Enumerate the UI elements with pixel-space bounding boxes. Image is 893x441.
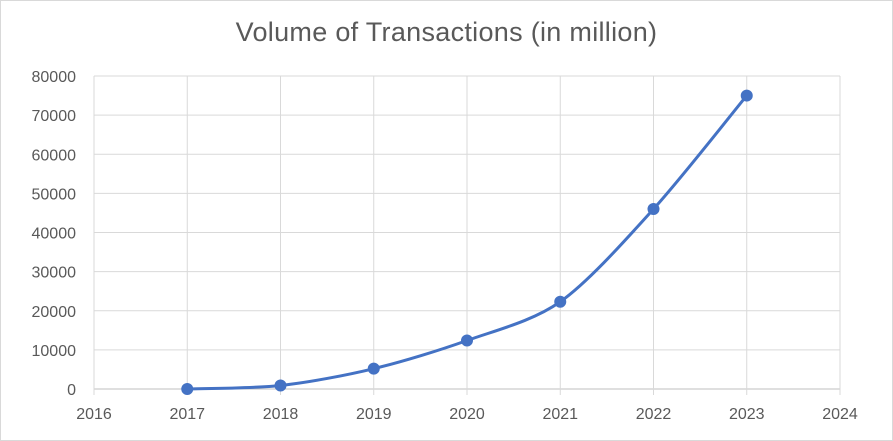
y-tick-label: 0 [67,382,76,399]
y-tick-label: 40000 [32,226,77,243]
y-tick-label: 50000 [32,186,77,203]
x-tick-label: 2017 [169,406,205,423]
data-point [181,383,194,395]
x-tick-label: 2023 [729,406,765,423]
x-tick-label: 2021 [542,406,578,423]
data-point [274,379,287,392]
y-tick-label: 70000 [32,108,77,125]
data-point [740,89,753,102]
x-tick-label: 2020 [449,406,485,423]
data-point [461,334,473,347]
chart-title: Volume of Transactions (in million) [235,17,658,47]
x-tick-label: 2022 [636,406,672,423]
x-tick-label: 2024 [822,406,858,423]
data-point [367,362,380,375]
data-point [647,203,660,216]
y-tick-label: 80000 [32,69,77,86]
x-tick-label: 2019 [356,406,392,423]
y-tick-label: 60000 [32,147,77,164]
y-tick-label: 10000 [32,343,77,360]
y-tick-label: 30000 [32,265,77,282]
y-tick-label: 20000 [32,304,77,321]
x-tick-label: 2018 [263,406,299,423]
data-point [554,295,567,308]
x-tick-label: 2016 [76,406,112,423]
